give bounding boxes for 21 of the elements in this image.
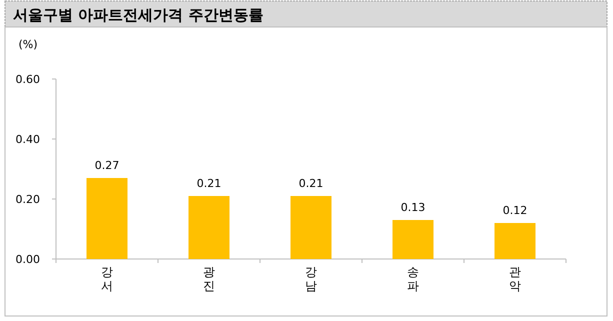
bar (290, 196, 332, 259)
data-label: 0.21 (298, 177, 324, 190)
bar (392, 220, 434, 259)
y-tick-label: 0.40 (16, 133, 40, 146)
bar (494, 223, 536, 259)
data-label: 0.21 (196, 177, 222, 190)
x-tick-label: 강남 (305, 265, 317, 293)
x-tick-label: 광진 (203, 265, 215, 293)
bar (86, 178, 128, 259)
y-tick-label: 0.00 (16, 253, 40, 266)
y-tick-label: 0.20 (16, 193, 40, 206)
x-tick-label: 강서 (101, 265, 113, 293)
y-tick-label: 0.60 (16, 73, 40, 86)
data-label: 0.13 (400, 201, 426, 214)
data-label: 0.27 (94, 159, 120, 172)
x-tick-label: 송파 (407, 265, 419, 293)
y-axis-title: (%) (18, 38, 38, 51)
chart-title: 서울구별 아파트전세가격 주간변동률 (13, 6, 264, 24)
bar (188, 196, 230, 259)
x-tick-label: 관악 (509, 265, 521, 293)
data-label: 0.12 (502, 204, 528, 217)
